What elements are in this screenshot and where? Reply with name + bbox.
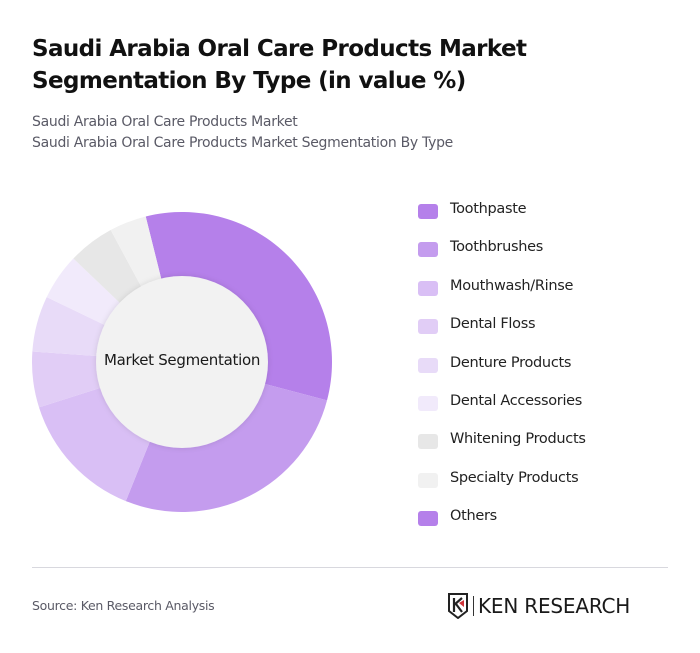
donut-slice-toothbrushes[interactable] [125, 383, 328, 512]
legend-label: Specialty Products [450, 469, 579, 486]
legend-label: Dental Floss [450, 316, 536, 333]
legend-swatch [418, 280, 438, 296]
legend-item[interactable]: Dental Accessories [418, 391, 586, 429]
legend-item[interactable]: Others [418, 506, 586, 544]
footer-divider [32, 567, 668, 568]
legend-label: Others [450, 508, 497, 525]
ken-research-shield-icon [448, 593, 468, 619]
legend-swatch [418, 204, 438, 219]
ken-research-logo: KEN RESEARCH [447, 592, 630, 620]
donut-slice-denture-products[interactable] [32, 297, 107, 357]
donut-slice-dental-accessories[interactable] [46, 258, 122, 326]
legend-item[interactable]: Mouthwash/Rinse [418, 276, 586, 314]
chart-subtitle: Saudi Arabia Oral Care Products Market S… [32, 112, 453, 154]
legend-label: Mouthwash/Rinse [450, 277, 574, 294]
donut-slices [32, 212, 332, 512]
donut-hole [96, 276, 268, 448]
legend-label: Toothpaste [450, 201, 527, 217]
donut-slice-dental-floss[interactable] [32, 351, 102, 408]
donut-slice-mouthwash-rinse[interactable] [39, 387, 151, 502]
legend-label: Dental Accessories [450, 392, 583, 409]
legend-swatch [418, 511, 438, 527]
donut-slice-whitening-products[interactable] [73, 230, 143, 305]
legend-item[interactable]: Toothbrushes [418, 237, 586, 275]
legend-swatch [418, 395, 438, 411]
legend-item[interactable]: Dental Floss [418, 314, 586, 352]
legend-item[interactable]: Specialty Products [418, 468, 586, 506]
legend-item[interactable]: Toothpaste [418, 199, 586, 237]
chart-legend: Toothpaste Toothbrushes Mouthwash/Rinse Den… [418, 199, 586, 545]
donut-slice-toothpaste[interactable] [145, 212, 332, 401]
legend-swatch [418, 242, 438, 258]
subtitle-line-1: Saudi Arabia Oral Care Products Market [32, 114, 298, 130]
legend-swatch [418, 319, 438, 335]
chart-title: Saudi Arabia Oral Care Products Market S… [32, 36, 527, 94]
subtitle-line-2: Saudi Arabia Oral Care Products Market S… [32, 135, 453, 151]
legend-swatch [418, 357, 438, 373]
source-note: Source: Ken Research Analysis [32, 598, 215, 613]
logo-text: KEN RESEARCH [478, 594, 631, 618]
legend-item[interactable]: Whitening Products [418, 429, 586, 467]
legend-label: Whitening Products [450, 431, 586, 448]
logo-separator [473, 596, 474, 616]
legend-item[interactable]: Denture Products [418, 353, 586, 391]
legend-label: Toothbrushes [450, 239, 543, 256]
legend-swatch [418, 472, 438, 488]
legend-swatch [418, 434, 438, 450]
donut-slice-specialty-products[interactable] [110, 216, 162, 289]
legend-label: Denture Products [450, 354, 572, 371]
donut-center-label: Market Segmentation [103, 351, 261, 369]
